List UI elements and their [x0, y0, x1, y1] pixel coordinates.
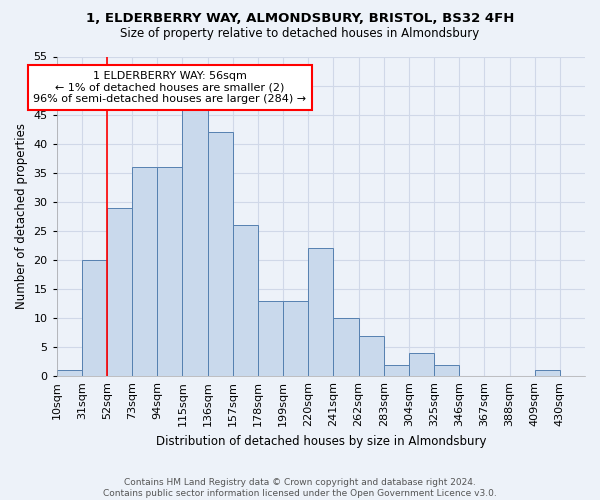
- Text: Size of property relative to detached houses in Almondsbury: Size of property relative to detached ho…: [121, 28, 479, 40]
- Text: 1 ELDERBERRY WAY: 56sqm
← 1% of detached houses are smaller (2)
96% of semi-deta: 1 ELDERBERRY WAY: 56sqm ← 1% of detached…: [34, 71, 307, 104]
- Bar: [258, 300, 283, 376]
- Bar: [409, 353, 434, 376]
- Bar: [82, 260, 107, 376]
- Bar: [334, 318, 359, 376]
- Bar: [57, 370, 82, 376]
- Bar: [384, 364, 409, 376]
- X-axis label: Distribution of detached houses by size in Almondsbury: Distribution of detached houses by size …: [155, 434, 486, 448]
- Bar: [182, 109, 208, 376]
- Bar: [434, 364, 459, 376]
- Bar: [157, 167, 182, 376]
- Y-axis label: Number of detached properties: Number of detached properties: [15, 124, 28, 310]
- Bar: [283, 300, 308, 376]
- Bar: [233, 225, 258, 376]
- Bar: [132, 167, 157, 376]
- Bar: [208, 132, 233, 376]
- Text: 1, ELDERBERRY WAY, ALMONDSBURY, BRISTOL, BS32 4FH: 1, ELDERBERRY WAY, ALMONDSBURY, BRISTOL,…: [86, 12, 514, 26]
- Bar: [308, 248, 334, 376]
- Bar: [107, 208, 132, 376]
- Bar: [359, 336, 384, 376]
- Text: Contains HM Land Registry data © Crown copyright and database right 2024.
Contai: Contains HM Land Registry data © Crown c…: [103, 478, 497, 498]
- Bar: [535, 370, 560, 376]
